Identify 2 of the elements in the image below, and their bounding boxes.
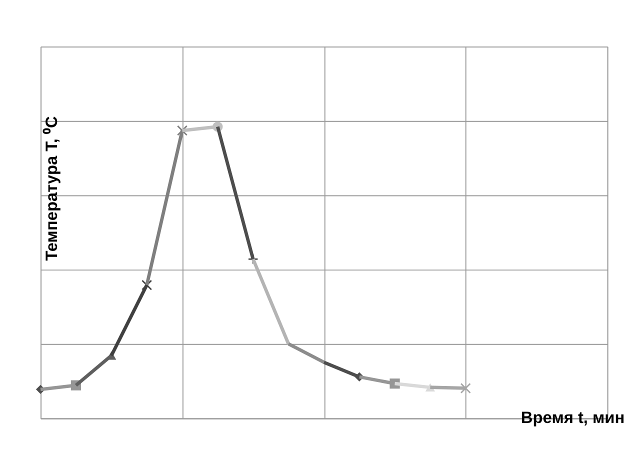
- y-axis-title: Температура T, ⁰C: [42, 116, 61, 261]
- x-axis-title: Время t, мин: [520, 409, 625, 428]
